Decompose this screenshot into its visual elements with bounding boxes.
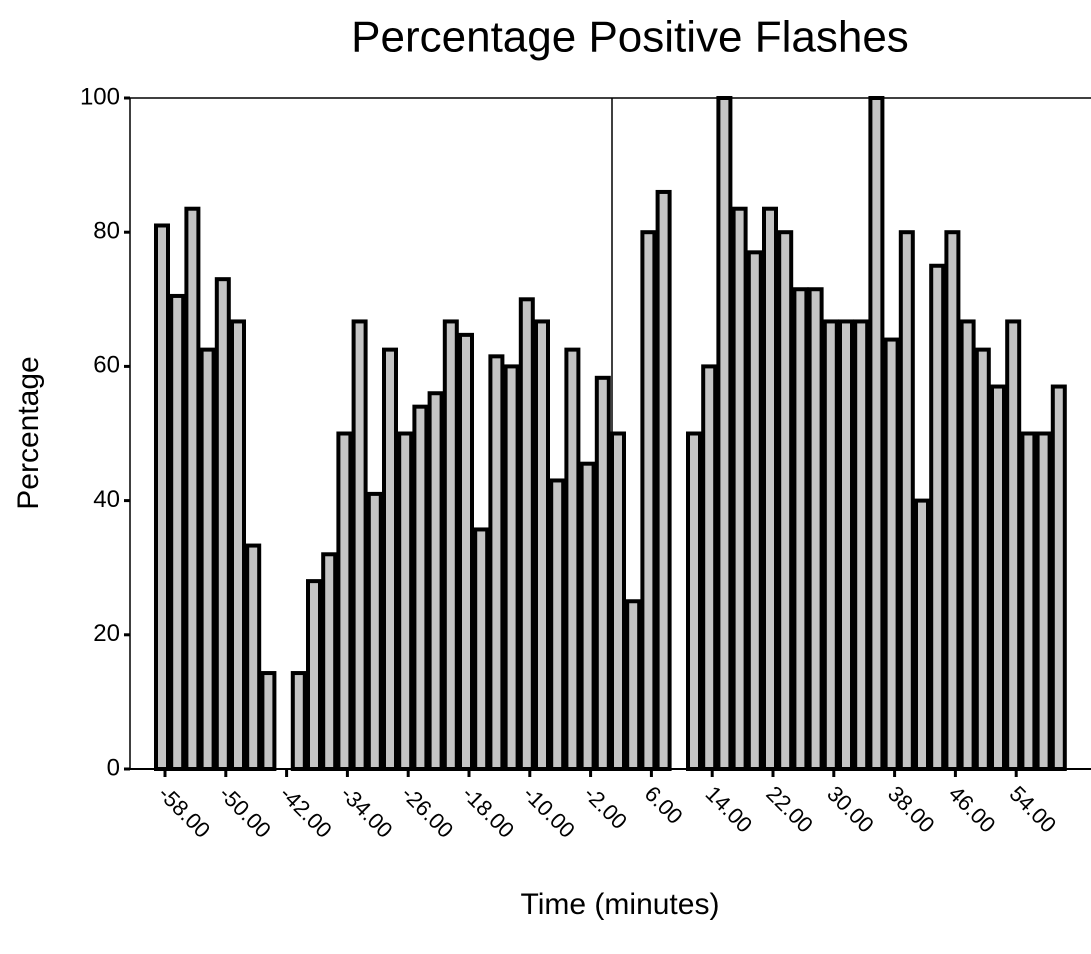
bar [959,319,976,771]
x-tick-label: -58.00 [153,781,215,843]
bar [898,230,915,771]
bar [594,375,611,771]
bar [336,431,353,771]
y-tick-label: 60 [93,352,120,379]
bar [442,319,459,771]
bar [883,337,900,771]
bar [990,384,1006,771]
bar [184,206,201,771]
bar [306,579,322,771]
y-tick-label: 40 [93,486,120,513]
x-tick-label: 30.00 [822,781,879,838]
bar [458,332,474,771]
bar [762,206,778,771]
x-tick-label: -50.00 [214,781,276,843]
bar [579,461,596,771]
y-tick-label: 20 [93,620,120,647]
bar [868,96,885,771]
bar [838,319,854,771]
bar [640,230,657,771]
y-tick-label: 0 [107,754,120,781]
x-tick-label: -18.00 [457,781,519,843]
bar [853,319,870,771]
x-tick-label: -26.00 [397,781,459,843]
bar [427,391,444,771]
bar [549,478,566,771]
bar [245,543,262,771]
bar [701,364,718,771]
bar [534,319,550,771]
bar [777,230,794,771]
bar [366,491,383,771]
x-tick-label: -2.00 [579,781,632,834]
bar [610,431,626,771]
x-tick-label: 38.00 [883,781,940,838]
bar [290,671,307,771]
bar [154,223,170,772]
bar [929,263,946,771]
bar [974,347,991,771]
bar [686,431,702,771]
bar [914,498,930,771]
bar [412,404,429,771]
bar [230,319,246,771]
x-tick-label: 22.00 [761,781,818,838]
bar [488,354,505,771]
bar [397,431,414,771]
bar [746,250,763,771]
y-tick-label: 100 [80,83,120,110]
y-tick-label: 80 [93,218,120,245]
bar [503,364,520,771]
x-axis-label: Time (minutes) [521,888,720,921]
bar [564,347,581,771]
y-axis-label: Percentage [12,356,45,509]
bar [716,96,733,771]
x-tick-label: 14.00 [701,781,758,838]
bar [1005,319,1022,771]
bar [1035,431,1052,771]
bar [792,287,809,771]
bar [1050,384,1067,771]
bar [518,297,535,771]
bar [473,527,490,771]
x-tick-label: 6.00 [640,781,688,829]
chart-title: Percentage Positive Flashes [351,13,909,62]
bar [351,319,368,771]
bar [807,287,824,771]
x-tick-label: -42.00 [275,781,337,843]
x-tick-label: 54.00 [1005,781,1062,838]
bar [169,293,186,771]
bar [199,347,216,771]
bar [822,319,839,771]
bar [655,189,672,771]
bar [321,552,338,772]
x-tick-label: -34.00 [336,781,398,843]
bar [625,599,642,771]
x-tick-label: 46.00 [944,781,1001,838]
bar [731,206,748,771]
bar [214,277,231,771]
bar [382,347,398,771]
bar [944,230,961,771]
x-tick-label: -10.00 [518,781,580,843]
bar [260,671,277,771]
bar [1020,431,1037,771]
